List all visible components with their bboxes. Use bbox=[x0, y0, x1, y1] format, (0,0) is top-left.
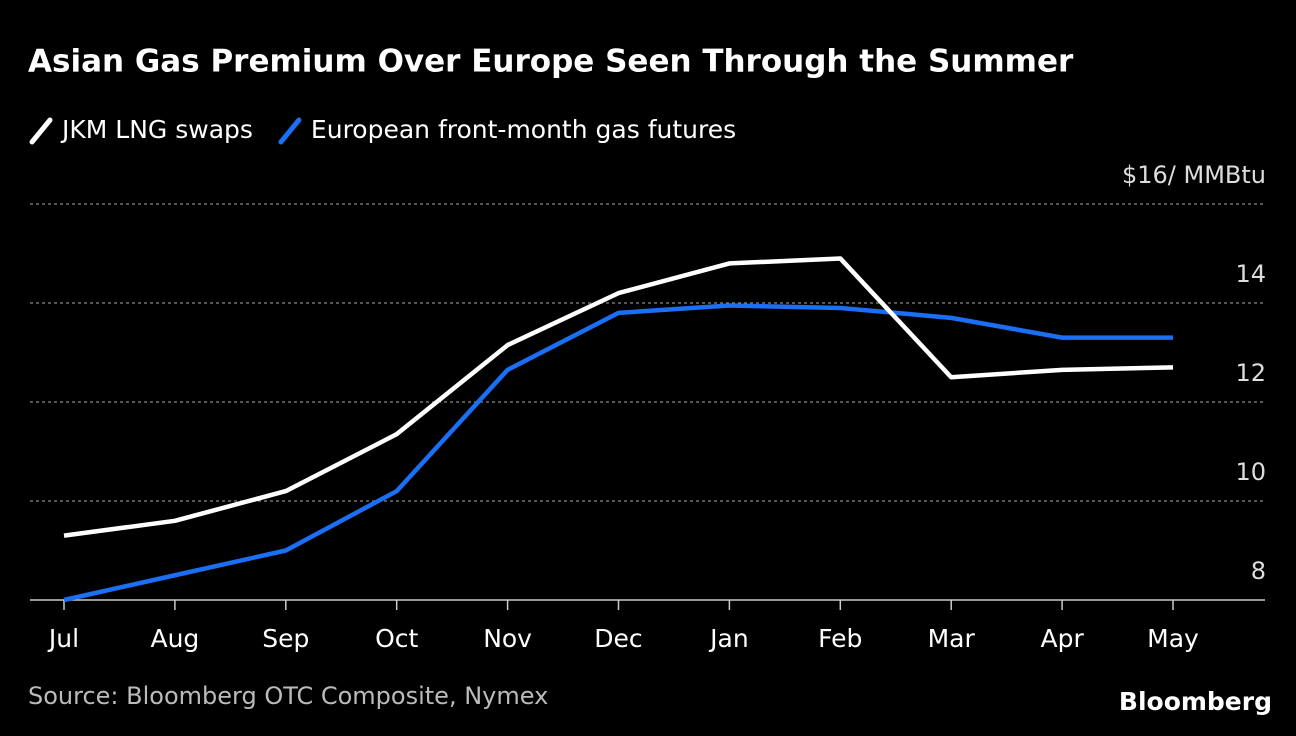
x-tick-label: Nov bbox=[483, 624, 532, 653]
series-line bbox=[63, 303, 1173, 603]
x-tick-label: Dec bbox=[594, 624, 642, 653]
x-tick-label: Oct bbox=[375, 624, 418, 653]
y-tick-label: 12 bbox=[1235, 359, 1266, 387]
legend-label: European front-month gas futures bbox=[311, 115, 736, 144]
x-tick-label: Feb bbox=[818, 624, 862, 653]
y-tick-label: 10 bbox=[1235, 458, 1266, 486]
series-line bbox=[63, 256, 1174, 538]
source: Source: Bloomberg OTC Composite, Nymex bbox=[28, 682, 548, 710]
x-tick-label: Jan bbox=[708, 624, 749, 653]
x-tick-label: Aug bbox=[150, 624, 199, 653]
legend-label: JKM LNG swaps bbox=[60, 115, 253, 144]
chart-title: Asian Gas Premium Over Europe Seen Throu… bbox=[28, 44, 1074, 80]
y-tick-label: 8 bbox=[1251, 557, 1266, 585]
y-tick-label: 14 bbox=[1235, 260, 1266, 288]
x-tick-label: May bbox=[1147, 624, 1199, 653]
x-tick-label: Apr bbox=[1040, 624, 1084, 653]
x-tick-label: Mar bbox=[928, 624, 976, 653]
brand: Bloomberg bbox=[1119, 687, 1272, 716]
x-tick-label: Sep bbox=[262, 624, 309, 653]
legend-swatch bbox=[278, 117, 302, 145]
legend-swatch bbox=[29, 117, 53, 145]
y-tick-label: $16/ MMBtu bbox=[1122, 161, 1266, 189]
x-tick-label: Jul bbox=[47, 624, 79, 653]
